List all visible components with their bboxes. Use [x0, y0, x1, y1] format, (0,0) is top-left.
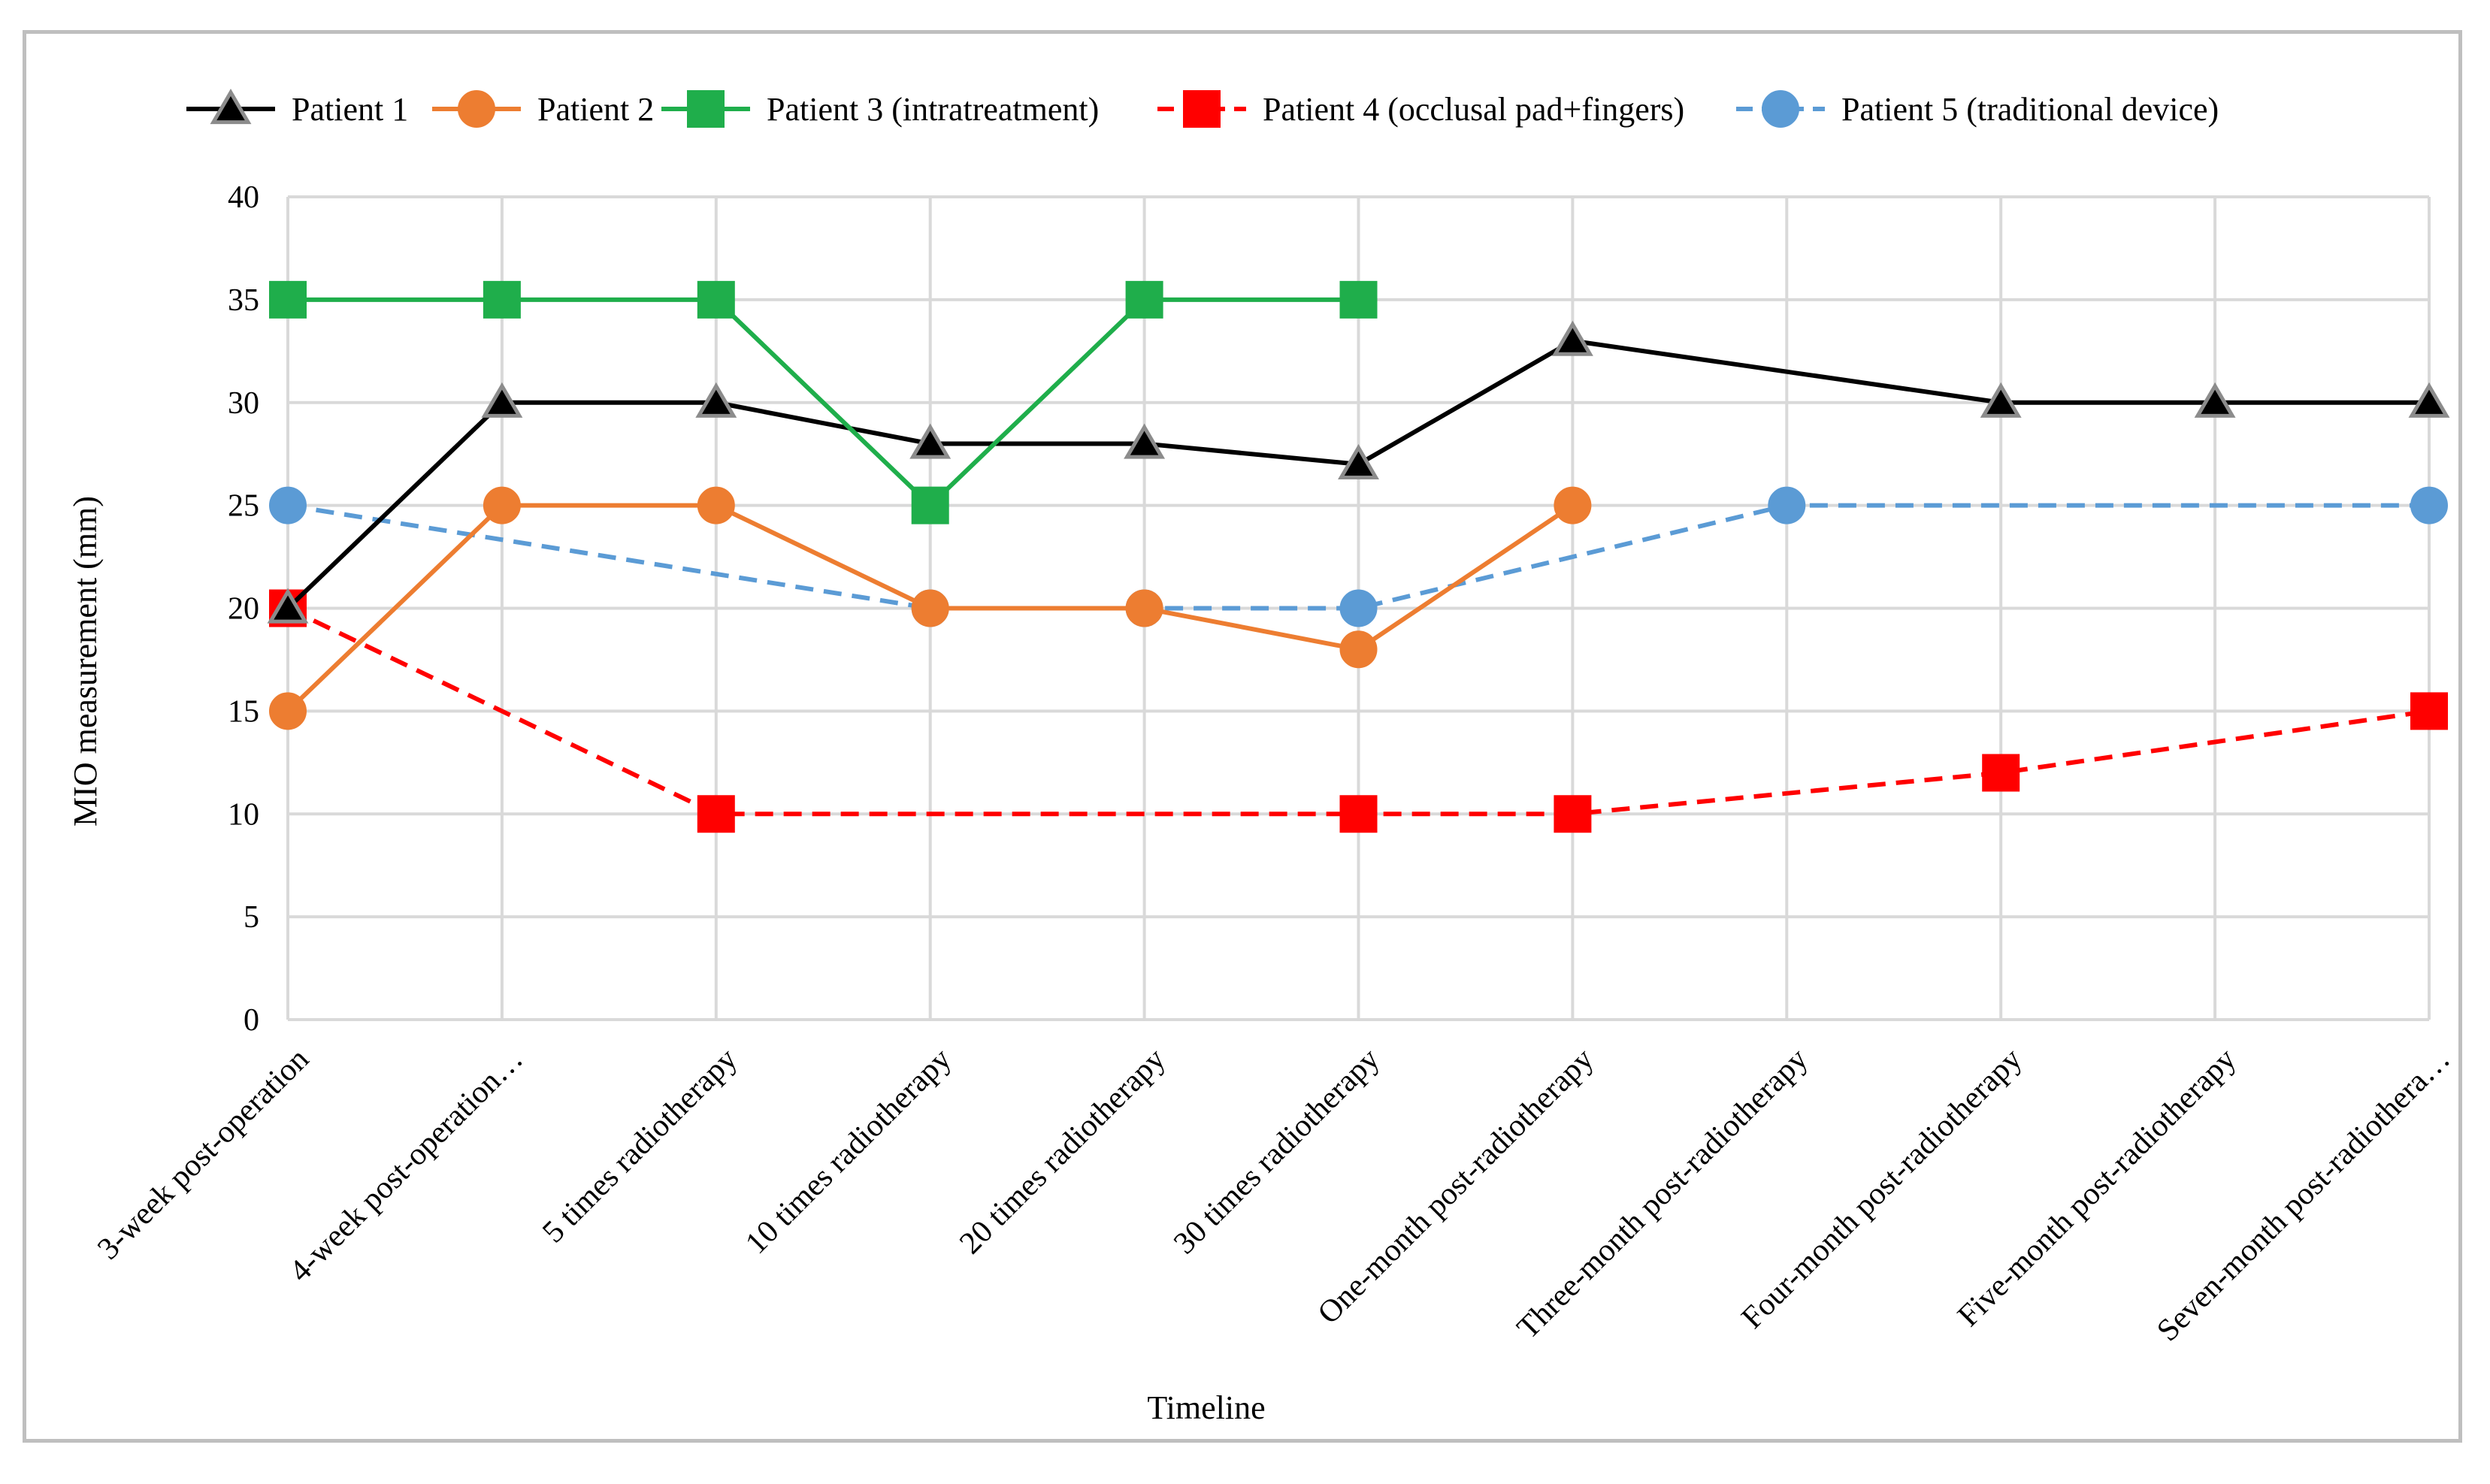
series — [267, 280, 2450, 833]
data-point — [1980, 382, 2022, 418]
series-line — [286, 338, 2429, 610]
data-point — [267, 588, 309, 624]
legend: Patient 1 Patient 2 Patient 3 (intratreatm… — [186, 89, 2219, 128]
legend-label: Patient 4 (occlusal pad+fingers) — [1263, 91, 1684, 128]
legend-label: Patient 2 — [537, 91, 654, 128]
data-point — [483, 280, 521, 319]
y-tick-label: 0 — [244, 1003, 259, 1038]
x-tick-label: 30 times radiotherapy — [1167, 1042, 1386, 1261]
legend-entry: Patient 2 — [432, 90, 654, 128]
data-point — [911, 589, 949, 627]
legend-marker — [1762, 90, 1799, 128]
legend-entry: Patient 3 (intratreatment) — [661, 90, 1099, 128]
data-point — [1339, 795, 1378, 833]
data-point — [909, 423, 952, 459]
x-tick-label: 3-week post-operation — [91, 1042, 316, 1267]
legend-marker — [458, 90, 495, 128]
legend-marker — [1183, 90, 1221, 128]
y-tick-labels: 0 5 10 15 20 25 30 35 40 — [228, 180, 259, 1038]
data-point — [1768, 486, 1806, 524]
data-point — [1551, 320, 1593, 356]
data-point — [1339, 280, 1378, 319]
data-point — [697, 280, 735, 319]
data-point — [481, 382, 523, 418]
data-point — [2410, 486, 2448, 524]
x-tick-label: 4-week post-operation… — [283, 1042, 530, 1289]
y-tick-label: 35 — [228, 283, 259, 318]
legend-label: Patient 1 — [292, 91, 408, 128]
x-tick-label: 20 times radiotherapy — [953, 1042, 1172, 1261]
data-point — [1982, 754, 2020, 792]
data-point — [695, 382, 737, 418]
data-point — [911, 486, 949, 524]
series-3 — [269, 280, 1378, 524]
data-point — [697, 486, 735, 524]
legend-entry: Patient 4 (occlusal pad+fingers) — [1157, 90, 1684, 128]
data-point — [1554, 795, 1592, 833]
data-point — [1338, 443, 1379, 479]
data-point — [697, 795, 735, 833]
legend-marker — [687, 90, 725, 128]
y-tick-label: 40 — [228, 180, 259, 215]
series-line — [288, 297, 1359, 508]
y-tick-label: 15 — [228, 694, 259, 729]
data-point — [483, 486, 521, 524]
series-line — [286, 606, 2430, 817]
legend-entry: Patient 5 (traditional device) — [1736, 90, 2219, 128]
data-point — [1339, 589, 1378, 627]
data-point — [269, 280, 307, 319]
y-tick-label: 30 — [228, 386, 259, 421]
data-point — [2408, 382, 2450, 418]
data-point — [1339, 630, 1378, 669]
y-tick-label: 25 — [228, 489, 259, 524]
y-tick-label: 5 — [244, 900, 259, 935]
x-axis-label: Timeline — [1147, 1389, 1265, 1426]
legend-label: Patient 5 (traditional device) — [1841, 91, 2219, 128]
data-point — [2410, 692, 2448, 730]
data-point — [1124, 423, 1166, 459]
chart-frame — [23, 30, 2462, 1443]
legend-label: Patient 3 (intratreatment) — [767, 91, 1099, 128]
data-point — [1125, 589, 1163, 627]
series-line — [287, 503, 2429, 611]
data-point — [269, 486, 307, 524]
y-tick-label: 20 — [228, 592, 259, 627]
series-2 — [269, 486, 1592, 730]
data-point — [1125, 280, 1163, 319]
x-tick-label: 5 times radiotherapy — [536, 1042, 744, 1250]
series-1 — [267, 320, 2450, 624]
y-tick-label: 10 — [228, 797, 259, 832]
y-axis-label: MIO measurement (mm) — [67, 496, 104, 827]
x-tick-label: 10 times radiotherapy — [739, 1042, 958, 1261]
data-point — [1554, 486, 1592, 524]
data-point — [269, 692, 307, 730]
data-point — [2194, 382, 2236, 418]
legend-entry: Patient 1 — [186, 89, 408, 128]
legend-marker — [210, 89, 252, 125]
